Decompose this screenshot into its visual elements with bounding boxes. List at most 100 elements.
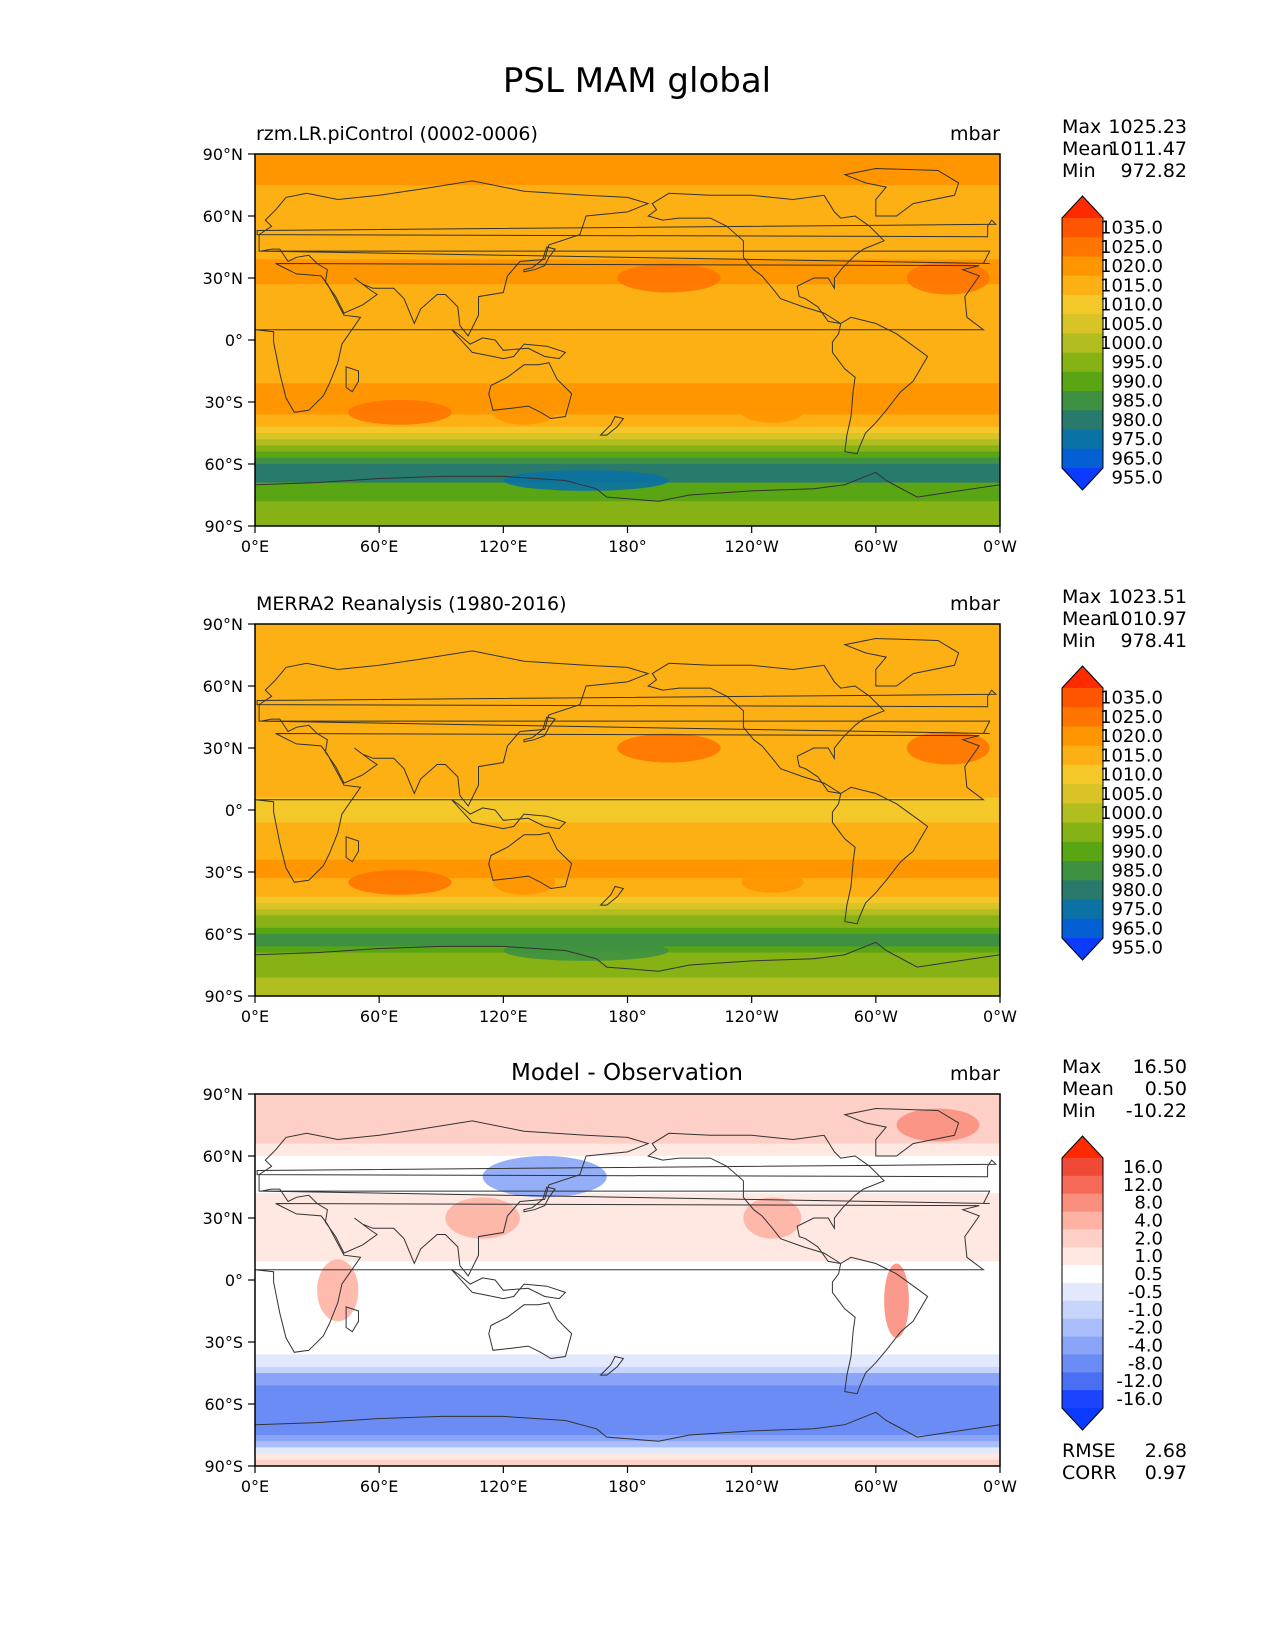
lat-tick-label: 0° <box>225 1271 243 1290</box>
colorbar-tick-label: 1005.0 <box>1100 314 1163 335</box>
madagascar-coastline <box>345 836 359 863</box>
field-band <box>255 1236 1000 1244</box>
field-band <box>255 191 1000 198</box>
japan-coastline <box>523 1186 556 1213</box>
field-band <box>255 265 1000 273</box>
colorbar-tick-label: 1025.0 <box>1100 237 1163 258</box>
field-band <box>255 1137 1000 1145</box>
field-band <box>255 513 1000 521</box>
panel-1-lon-ticks: 0°E 60°E 120°E 180° 120°W 60°W 0°W <box>241 526 1017 556</box>
field-band <box>255 445 1000 453</box>
field-band <box>255 983 1000 991</box>
colorbar-segment <box>1062 333 1103 354</box>
lat-tick-label: 60°S <box>204 1395 243 1414</box>
colorbar-segment <box>1062 880 1103 901</box>
lon-tick-label: 120°W <box>724 537 779 556</box>
stat-value: 0.50 <box>1145 1078 1187 1100</box>
europe-asia-coastline <box>258 1120 991 1277</box>
lon-tick-label: 60°E <box>360 1477 398 1496</box>
panel-1-colorbar: 1035.01025.01020.01015.01010.01005.01000… <box>1061 195 1163 491</box>
colorbar-segment <box>1062 294 1103 315</box>
antarctica-coastline <box>255 941 1000 996</box>
colorbar-segment <box>1062 1283 1103 1302</box>
field-cell <box>896 1108 980 1142</box>
field-band <box>255 346 1000 353</box>
field-band <box>255 865 1000 873</box>
colorbar-tick-label: -8.0 <box>1128 1353 1163 1374</box>
field-cell <box>503 940 669 961</box>
colorbar-segment <box>1062 1390 1103 1409</box>
colorbar-tick-label: 975.0 <box>1111 429 1163 450</box>
colorbar-tick-label: 1.0 <box>1134 1246 1163 1267</box>
field-band <box>255 791 1000 799</box>
field-band <box>255 209 1000 217</box>
australia-coastline <box>488 362 573 420</box>
field-band <box>255 507 1000 515</box>
field-band <box>255 222 1000 229</box>
colorbar-segment <box>1062 1300 1103 1320</box>
field-band <box>255 1410 1000 1417</box>
field-band <box>255 408 1000 415</box>
colorbar-tick-label: 965.0 <box>1111 448 1163 469</box>
field-band <box>255 203 1000 211</box>
field-band <box>255 884 1000 892</box>
field-band <box>255 1280 1000 1287</box>
colorbar-tick-label: 1020.0 <box>1100 256 1163 277</box>
colorbar-tick-label: 0.5 <box>1134 1264 1163 1285</box>
panel-2-label: MERRA2 Reanalysis (1980-2016) <box>256 593 567 615</box>
field-band <box>255 197 1000 205</box>
colorbar-tick-label: 1005.0 <box>1100 784 1163 805</box>
lon-tick-label: 120°E <box>479 1477 528 1496</box>
panel-2-units: mbar <box>950 593 1000 615</box>
colorbar-tick-label: 975.0 <box>1111 899 1163 920</box>
extra-stat-name: CORR <box>1062 1462 1117 1484</box>
field-cell <box>492 869 556 895</box>
colorbar-segment <box>1062 1265 1103 1284</box>
colorbar-tick-label: 1035.0 <box>1100 688 1163 709</box>
field-band <box>255 1273 1000 1281</box>
field-band <box>255 1230 1000 1238</box>
field-band <box>255 704 1000 712</box>
field-band <box>255 1354 1000 1362</box>
field-band <box>255 1261 1000 1269</box>
australia-coastline <box>488 832 573 890</box>
colorbar-segment <box>1062 726 1103 747</box>
colorbar-tick-label: 990.0 <box>1111 841 1163 862</box>
lat-tick-label: 30°N <box>203 1209 243 1228</box>
field-band <box>255 296 1000 304</box>
panel-1-map <box>255 154 1000 526</box>
field-band <box>255 803 1000 811</box>
field-cell <box>884 1263 909 1338</box>
stat-value: 1010.97 <box>1108 608 1187 630</box>
field-band <box>255 1311 1000 1318</box>
colorbar-segment <box>1062 1211 1103 1230</box>
colorbar-tick-label: 980.0 <box>1111 880 1163 901</box>
new-zealand-coastline <box>599 885 625 906</box>
field-band <box>255 1416 1000 1424</box>
colorbar-tick-label: 1010.0 <box>1100 765 1163 786</box>
colorbar-tick-label: 985.0 <box>1111 861 1163 882</box>
field-cell <box>348 869 452 895</box>
colorbar-tick-label: 16.0 <box>1123 1157 1163 1178</box>
panel-3-lon-ticks: 0°E 60°E 120°E 180° 120°W 60°W 0°W <box>241 1466 1017 1496</box>
colorbar-max-extend <box>1062 666 1103 688</box>
figure-title: PSL MAM global <box>503 61 771 101</box>
field-band <box>255 1317 1000 1324</box>
lon-tick-label: 0°W <box>983 1007 1017 1026</box>
field-band <box>255 710 1000 718</box>
field-band <box>255 1156 1000 1163</box>
field-band <box>255 364 1000 372</box>
north-america-coastline <box>647 192 885 324</box>
field-band <box>255 1360 1000 1368</box>
field-band <box>255 302 1000 310</box>
colorbar-segment <box>1062 1193 1103 1213</box>
greenland-coastline <box>843 637 960 687</box>
field-band <box>255 828 1000 836</box>
indonesia-coastline <box>451 799 567 830</box>
field-band <box>255 377 1000 384</box>
field-band <box>255 1149 1000 1157</box>
field-band <box>255 673 1000 681</box>
panel-2-coastlines <box>255 637 1000 996</box>
field-band <box>255 1106 1000 1114</box>
